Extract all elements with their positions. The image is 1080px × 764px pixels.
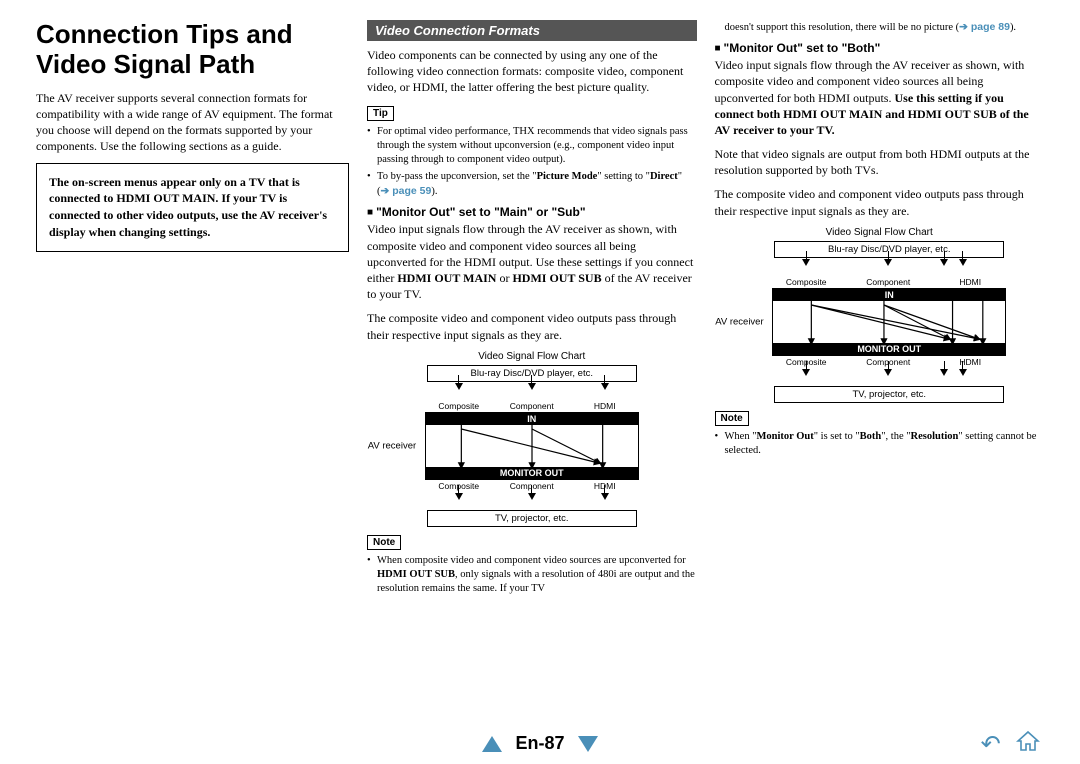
diagram-title: Video Signal Flow Chart xyxy=(744,227,1014,238)
section-intro: Video components can be connected by usi… xyxy=(367,47,696,96)
receiver-box: AV receiver IN MONITOR OUT xyxy=(772,288,1006,356)
note-item: When composite video and component video… xyxy=(367,554,696,597)
home-icon[interactable] xyxy=(1016,730,1040,754)
diagram-title: Video Signal Flow Chart xyxy=(407,351,657,362)
diagram-sink-box: TV, projector, etc. xyxy=(427,510,637,527)
sub2-paragraph-2: Note that video signals are output from … xyxy=(715,146,1044,178)
sub1-paragraph-1: Video input signals flow through the AV … xyxy=(367,221,696,302)
out-bar: MONITOR OUT xyxy=(426,467,638,479)
signal-flow-diagram-2: Video Signal Flow Chart Blu-ray Disc/DVD… xyxy=(744,227,1014,403)
subheading-both: ■"Monitor Out" set to "Both" xyxy=(715,41,1044,55)
in-bar: IN xyxy=(426,413,638,425)
tip-label: Tip xyxy=(367,106,394,121)
tip-item: For optimal video performance, THX recom… xyxy=(367,125,696,168)
notice-box: The on-screen menus appear only on a TV … xyxy=(36,163,349,252)
receiver-box: AV receiver IN MONITOR OUT xyxy=(425,412,639,480)
sub1-paragraph-2: The composite video and component video … xyxy=(367,310,696,342)
next-page-icon[interactable] xyxy=(578,736,598,752)
intro-text: The AV receiver supports several connect… xyxy=(36,90,349,155)
receiver-label: AV receiver xyxy=(368,440,416,451)
note-label: Note xyxy=(715,411,749,426)
sub2-paragraph-3: The composite video and component video … xyxy=(715,186,1044,218)
page-ref-link[interactable]: ➔ page 59 xyxy=(381,185,432,197)
back-icon[interactable]: ↶ xyxy=(979,730,1003,754)
diagram-sink-box: TV, projector, etc. xyxy=(774,386,1004,403)
note-list-1: When composite video and component video… xyxy=(367,554,696,597)
note-label: Note xyxy=(367,535,401,550)
page-number: En-87 xyxy=(515,733,564,754)
page-title: Connection Tips and Video Signal Path xyxy=(36,20,349,80)
note-list-2: When "Monitor Out" is set to "Both", the… xyxy=(715,430,1044,458)
diagram-source-box: Blu-ray Disc/DVD player, etc. xyxy=(774,241,1004,258)
note-continuation: doesn't support this resolution, there w… xyxy=(715,20,1044,35)
subheading-main-sub: ■"Monitor Out" set to "Main" or "Sub" xyxy=(367,205,696,219)
port-labels-bottom: CompositeComponentHDMI xyxy=(744,357,1014,367)
tip-item: To by-pass the upconversion, set the "Pi… xyxy=(367,170,696,199)
signal-flow-diagram-1: Video Signal Flow Chart Blu-ray Disc/DVD… xyxy=(407,351,657,527)
receiver-label: AV receiver xyxy=(715,316,763,327)
port-labels-top: CompositeComponentHDMI xyxy=(407,401,657,411)
port-labels-top: CompositeComponentHDMI xyxy=(744,277,1014,287)
tip-list: For optimal video performance, THX recom… xyxy=(367,125,696,200)
sub2-paragraph-1: Video input signals flow through the AV … xyxy=(715,57,1044,138)
note-item: When "Monitor Out" is set to "Both", the… xyxy=(715,430,1044,458)
prev-page-icon[interactable] xyxy=(482,736,502,752)
page-ref-link[interactable]: ➔ page 89 xyxy=(959,21,1010,33)
page-footer: En-87 ↶ xyxy=(0,733,1080,754)
out-bar: MONITOR OUT xyxy=(773,343,1005,355)
in-bar: IN xyxy=(773,289,1005,301)
section-heading: Video Connection Formats xyxy=(367,20,696,41)
